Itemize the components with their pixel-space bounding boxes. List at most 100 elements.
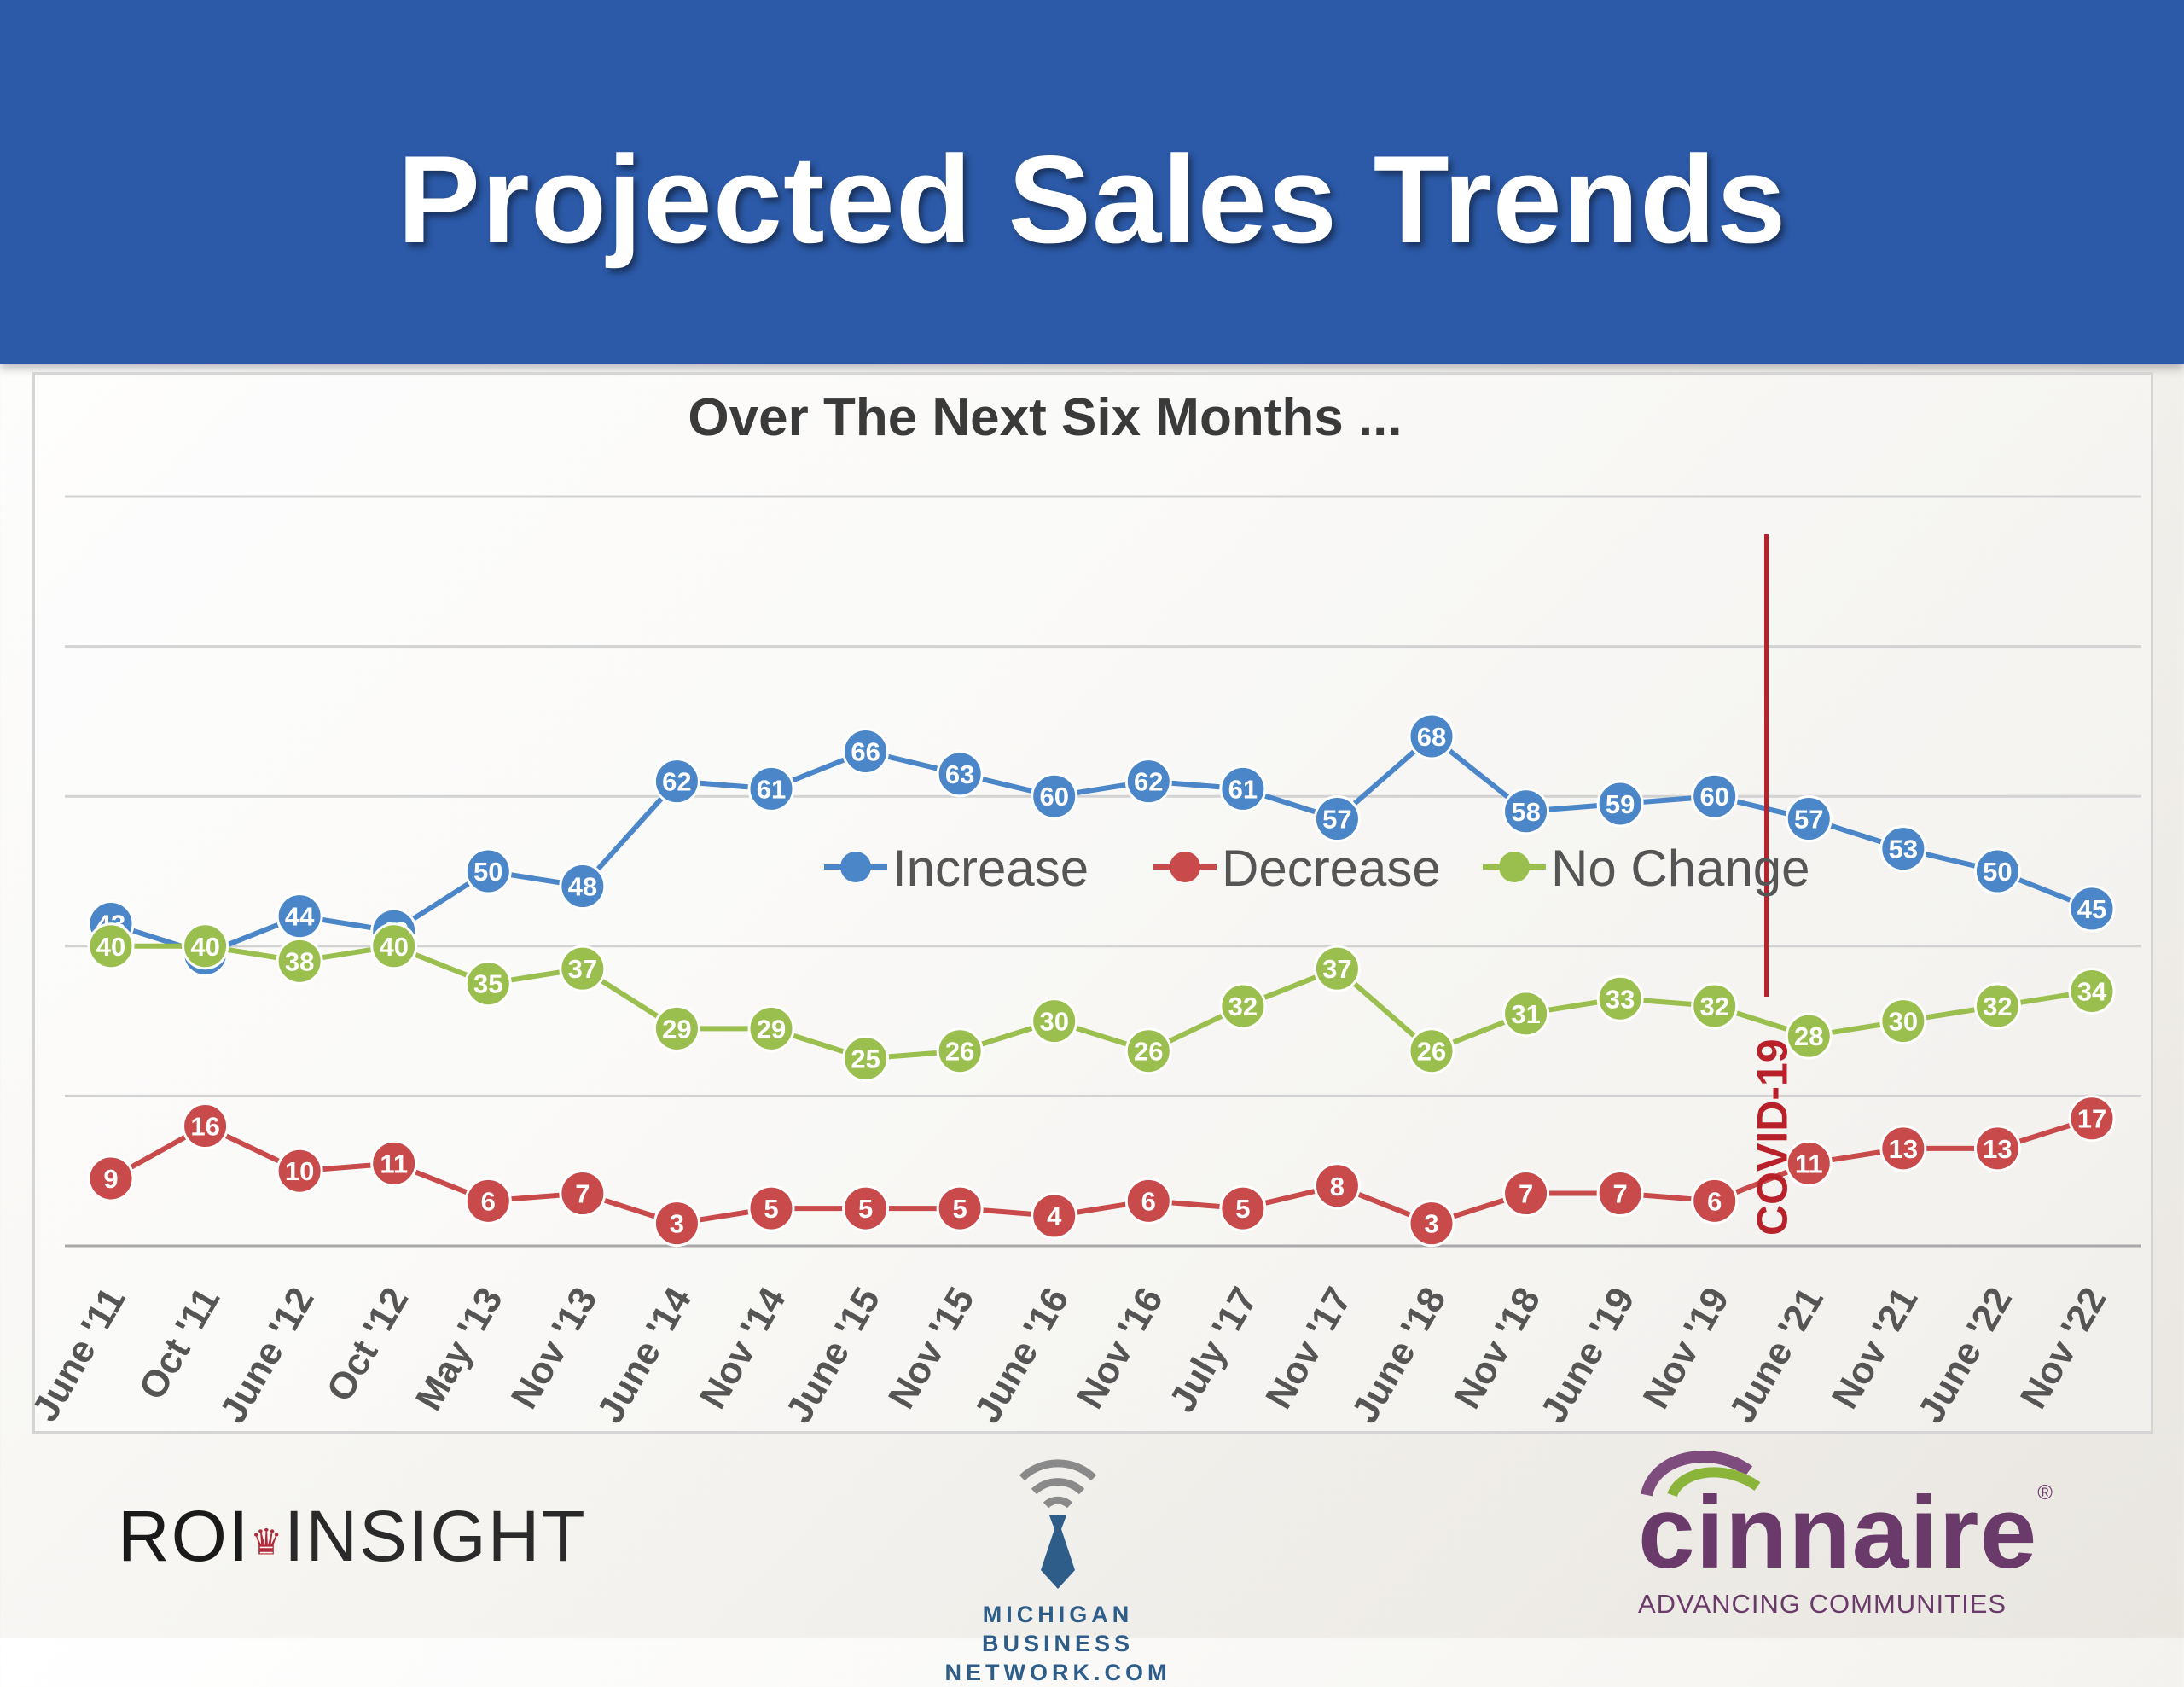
data-label: 32 bbox=[1699, 992, 1728, 1021]
data-point bbox=[1502, 1170, 1550, 1218]
data-point bbox=[1031, 772, 1078, 820]
roi-text: ROI bbox=[118, 1496, 251, 1576]
data-label: 61 bbox=[757, 774, 786, 804]
data-point bbox=[1124, 1177, 1172, 1225]
x-tick-label: Nov '18 bbox=[1446, 1281, 1548, 1416]
data-point bbox=[653, 758, 700, 806]
data-label: 53 bbox=[1889, 835, 1918, 864]
data-label: 28 bbox=[1794, 1021, 1823, 1051]
data-point bbox=[1879, 998, 1927, 1045]
data-point bbox=[182, 922, 229, 970]
data-point bbox=[1313, 1162, 1361, 1210]
x-tick-label: June '22 bbox=[1909, 1281, 2020, 1430]
x-tick-label: Nov '15 bbox=[880, 1281, 983, 1416]
x-tick-label: Nov '19 bbox=[1635, 1281, 1738, 1416]
chart-title: Over The Next Six Months ... bbox=[688, 388, 1402, 447]
data-label: 8 bbox=[1330, 1172, 1345, 1201]
data-point bbox=[370, 1139, 418, 1187]
data-label: 50 bbox=[473, 857, 502, 887]
legend-label: No Change bbox=[1551, 840, 1810, 897]
data-label: 38 bbox=[285, 946, 314, 976]
data-label: 13 bbox=[1889, 1134, 1918, 1164]
series-line-no-change bbox=[111, 943, 2093, 1062]
data-label: 11 bbox=[380, 1149, 408, 1178]
x-tick-label: Nov '13 bbox=[503, 1281, 606, 1416]
cinnaire-name: cinnaire bbox=[1638, 1475, 2038, 1590]
mbn-line2: NETWORK.COM bbox=[944, 1660, 1171, 1685]
data-label: 50 bbox=[1983, 857, 2012, 887]
data-point bbox=[1785, 1012, 1833, 1060]
x-tick-label: June '14 bbox=[589, 1280, 700, 1430]
data-point bbox=[1596, 974, 1644, 1022]
x-tick-label: June '19 bbox=[1532, 1281, 1643, 1430]
data-point bbox=[1408, 1200, 1455, 1248]
data-label: 10 bbox=[285, 1156, 314, 1186]
data-label: 61 bbox=[1228, 774, 1258, 804]
data-point bbox=[1124, 1027, 1172, 1075]
data-point bbox=[1691, 982, 1739, 1030]
x-tick-label: June '15 bbox=[778, 1281, 889, 1430]
data-point bbox=[276, 937, 323, 985]
data-point bbox=[653, 1004, 700, 1052]
data-label: 66 bbox=[851, 737, 880, 767]
data-label: 5 bbox=[953, 1194, 967, 1224]
data-point bbox=[936, 1027, 984, 1075]
data-label: 29 bbox=[757, 1014, 786, 1044]
data-point bbox=[842, 728, 890, 776]
data-point bbox=[1031, 998, 1078, 1045]
data-label: 60 bbox=[1699, 782, 1728, 812]
x-tick-label: Nov '22 bbox=[2013, 1281, 2115, 1416]
data-label: 37 bbox=[568, 954, 597, 984]
data-point bbox=[1879, 825, 1927, 873]
data-point bbox=[1785, 1139, 1833, 1187]
wifi-tie-icon bbox=[1019, 1459, 1097, 1589]
data-label: 7 bbox=[1613, 1179, 1628, 1209]
data-point bbox=[1596, 1170, 1644, 1218]
crown-icon: ♛ bbox=[250, 1521, 284, 1562]
legend-marker bbox=[1170, 852, 1200, 882]
x-tick-label: July '17 bbox=[1161, 1281, 1265, 1420]
data-point bbox=[87, 922, 135, 970]
data-label: 57 bbox=[1322, 805, 1351, 835]
data-label: 26 bbox=[1134, 1037, 1163, 1067]
data-label: 5 bbox=[858, 1194, 873, 1224]
data-point bbox=[936, 750, 984, 798]
data-point bbox=[842, 1035, 890, 1082]
data-point bbox=[1124, 758, 1172, 806]
data-label: 32 bbox=[1228, 992, 1258, 1021]
data-point bbox=[2068, 885, 2116, 933]
series-line-increase bbox=[110, 733, 2094, 957]
data-label: 62 bbox=[1134, 767, 1163, 797]
data-point bbox=[464, 847, 512, 895]
x-tick-label: Nov '17 bbox=[1258, 1281, 1360, 1416]
data-label: 29 bbox=[662, 1014, 691, 1044]
data-label: 9 bbox=[103, 1164, 118, 1194]
x-tick-label: Oct '12 bbox=[318, 1281, 416, 1409]
data-label: 59 bbox=[1606, 789, 1635, 819]
roi-insight-logo: ROI♛INSIGHT bbox=[118, 1495, 587, 1578]
data-label: 26 bbox=[1417, 1037, 1446, 1067]
data-point bbox=[559, 863, 607, 910]
data-label: 68 bbox=[1417, 722, 1446, 752]
data-point bbox=[1313, 945, 1361, 992]
data-label: 5 bbox=[1235, 1194, 1250, 1224]
data-label: 26 bbox=[945, 1037, 974, 1067]
cinnaire-tagline: ADVANCING COMMUNITIES bbox=[1638, 1589, 2007, 1619]
legend-marker bbox=[840, 852, 871, 882]
legend-label: Increase bbox=[892, 840, 1089, 897]
data-label: 31 bbox=[1511, 999, 1540, 1029]
data-point bbox=[87, 1155, 135, 1202]
data-label: 4 bbox=[1047, 1201, 1062, 1231]
data-point bbox=[936, 1184, 984, 1232]
data-label: 62 bbox=[662, 767, 691, 797]
x-tick-label: Oct '11 bbox=[131, 1281, 229, 1407]
data-point bbox=[747, 1184, 795, 1232]
data-label: 32 bbox=[1983, 992, 2012, 1021]
data-label: 57 bbox=[1794, 805, 1823, 835]
data-label: 40 bbox=[96, 932, 125, 962]
header-bar: Projected Sales Trends bbox=[0, 0, 2184, 364]
data-point bbox=[1408, 713, 1455, 760]
x-tick-label: June '18 bbox=[1344, 1281, 1455, 1430]
x-tick-label: Nov '16 bbox=[1069, 1281, 1171, 1416]
legend-marker bbox=[1499, 852, 1530, 882]
